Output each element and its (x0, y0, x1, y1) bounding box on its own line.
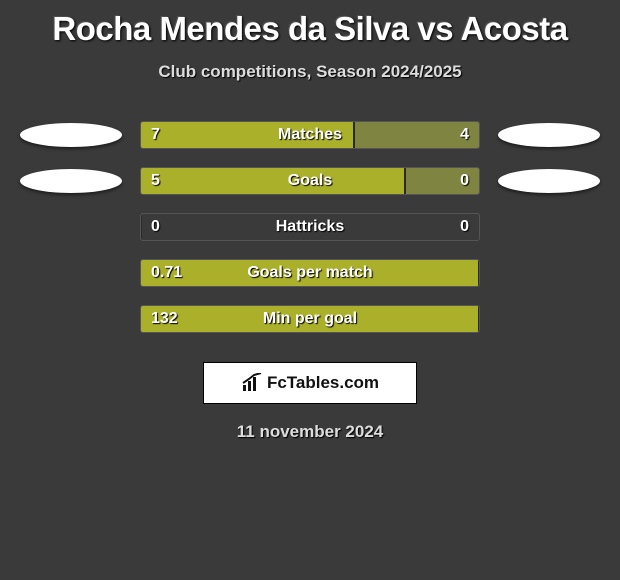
spacer (20, 215, 122, 239)
stat-bar: 132Min per goal (140, 305, 480, 333)
stat-bar: 0 0Hattricks (140, 213, 480, 241)
stat-value-right (459, 260, 479, 286)
stat-value-right: 0 (450, 168, 479, 194)
stat-value-right (459, 306, 479, 332)
stat-value-left: 0.71 (141, 260, 192, 286)
stat-bar: 74Matches (140, 121, 480, 149)
stat-value-right: 0 (450, 214, 479, 240)
spacer (20, 307, 122, 331)
stat-row: 132Min per goal (0, 296, 620, 342)
spacer (498, 307, 600, 331)
stat-value-left: 7 (141, 122, 170, 148)
player-badge-right (498, 123, 600, 147)
stat-bar: 0.71Goals per match (140, 259, 480, 287)
bar-fill-left (141, 168, 405, 194)
stat-row: 0 0Hattricks (0, 204, 620, 250)
bar-fill-left (141, 306, 479, 332)
player-badge-right (498, 169, 600, 193)
player-badge-left (20, 169, 122, 193)
bar-fill-left (141, 122, 354, 148)
stat-value-right: 4 (450, 122, 479, 148)
stat-label: Hattricks (141, 214, 479, 240)
page-title: Rocha Mendes da Silva vs Acosta (0, 10, 620, 48)
spacer (498, 215, 600, 239)
spacer (498, 261, 600, 285)
stat-value-left: 5 (141, 168, 170, 194)
stat-bar: 50Goals (140, 167, 480, 195)
stat-value-left: 132 (141, 306, 188, 332)
stat-value-left: 0 (141, 214, 170, 240)
chart-icon (241, 373, 263, 393)
date-text: 11 november 2024 (0, 422, 620, 442)
stat-row: 50Goals (0, 158, 620, 204)
source-badge[interactable]: FcTables.com (203, 362, 417, 404)
badge-text: FcTables.com (267, 373, 379, 393)
stat-row: 0.71Goals per match (0, 250, 620, 296)
subtitle: Club competitions, Season 2024/2025 (0, 62, 620, 82)
stat-row: 74Matches (0, 112, 620, 158)
stat-rows: 74Matches50Goals00Hattricks0.71Goals per… (0, 112, 620, 342)
comparison-card: Rocha Mendes da Silva vs Acosta Club com… (0, 0, 620, 580)
spacer (20, 261, 122, 285)
player-badge-left (20, 123, 122, 147)
